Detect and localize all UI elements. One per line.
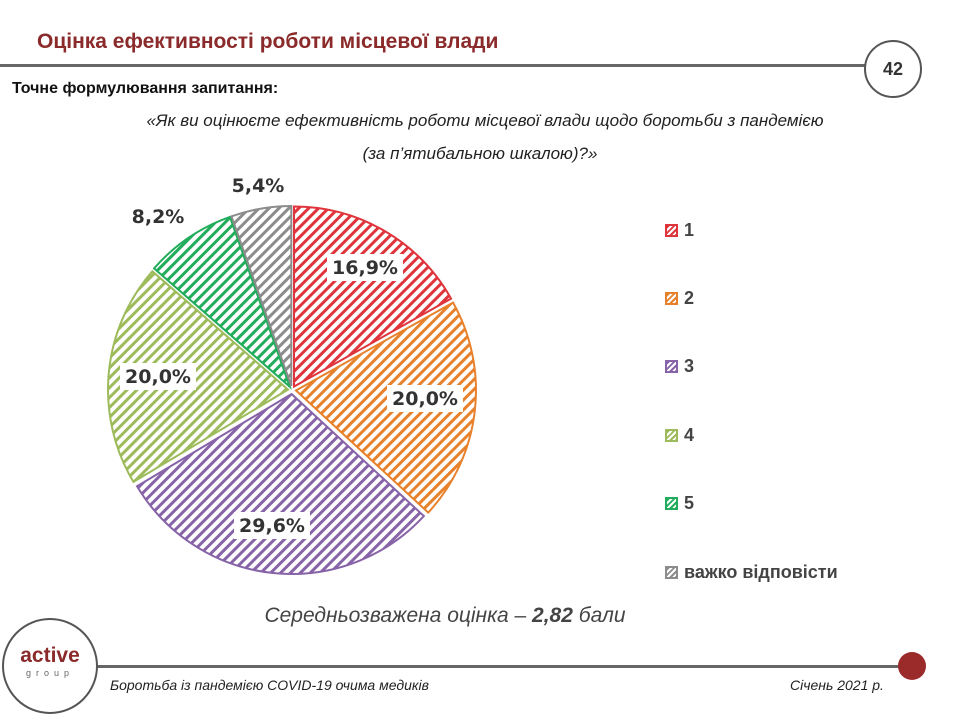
- legend-item: 4: [665, 425, 694, 446]
- mean-text: Середньозважена оцінка –: [264, 604, 533, 627]
- legend-item: важко відповісти: [665, 562, 838, 583]
- logo: active group: [2, 618, 98, 714]
- pie-slice-важко-відповісти: [230, 205, 293, 387]
- header-divider: [0, 64, 866, 67]
- legend-label: 4: [684, 425, 695, 445]
- data-label-bg: [234, 512, 310, 539]
- data-label: 16,9%: [332, 257, 398, 279]
- legend-label: важко відповісти: [684, 562, 838, 582]
- legend-item: 1: [665, 220, 694, 241]
- logo-sub: group: [25, 668, 75, 678]
- pie-slice-2: [294, 301, 477, 514]
- data-label: 20,0%: [125, 366, 191, 388]
- data-label: 20,0%: [392, 388, 458, 410]
- mean-unit: бали: [572, 604, 626, 627]
- question-text-line2: (за п’ятибальною шкалою)?»: [362, 144, 598, 163]
- legend-swatch: [665, 360, 678, 373]
- legend-label: 5: [684, 493, 695, 513]
- footer-divider: [94, 665, 912, 668]
- data-label-bg: [327, 254, 403, 281]
- legend-label: 2: [684, 288, 695, 308]
- legend-swatch: [665, 429, 678, 442]
- legend-label: 3: [684, 356, 695, 376]
- page-title: Оцінка ефективності роботи місцевої влад…: [37, 30, 499, 53]
- legend-swatch: [665, 292, 678, 305]
- pie-slice-1: [293, 205, 453, 389]
- legend-swatch: [665, 566, 678, 579]
- footer-text: Боротьба із пандемією COVID-19 очима мед…: [110, 677, 429, 693]
- footer-date: Січень 2021 р.: [790, 677, 884, 693]
- pie-slice-4: [107, 269, 290, 484]
- data-label: 5,4%: [232, 175, 285, 197]
- page-number: 42: [864, 40, 922, 98]
- question-text-line1: «Як ви оцінюєте ефективність роботи місц…: [146, 111, 824, 130]
- question-label: Точне формулювання запитання:: [12, 80, 279, 97]
- legend-item: 3: [665, 356, 694, 377]
- legend-item: 2: [665, 288, 694, 309]
- footer-dot: [898, 652, 926, 680]
- legend-label: 1: [684, 220, 695, 240]
- legend-swatch: [665, 224, 678, 237]
- data-label: 29,6%: [239, 515, 305, 537]
- logo-main: active: [20, 644, 80, 667]
- data-label-bg: [387, 385, 463, 412]
- legend-swatch: [665, 497, 678, 510]
- mean-value: 2,82: [532, 604, 573, 627]
- pie-slice-3: [135, 392, 426, 575]
- data-label: 8,2%: [132, 206, 185, 228]
- legend-item: 5: [665, 493, 694, 514]
- pie-slice-5: [152, 215, 292, 390]
- data-label-bg: [120, 363, 196, 390]
- mean-score: Середньозважена оцінка – 2,82 бали: [0, 604, 890, 628]
